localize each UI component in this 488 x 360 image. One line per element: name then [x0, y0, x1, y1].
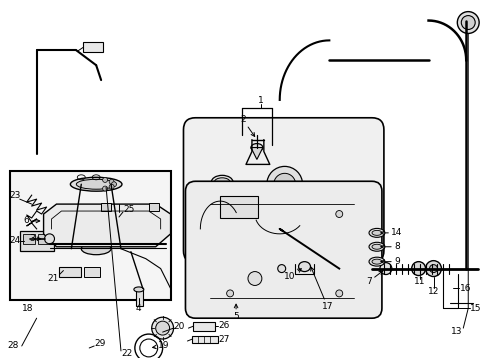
- Ellipse shape: [371, 244, 381, 249]
- FancyBboxPatch shape: [185, 181, 381, 318]
- Circle shape: [44, 234, 54, 244]
- Circle shape: [155, 321, 169, 335]
- Ellipse shape: [298, 262, 310, 271]
- Circle shape: [425, 261, 441, 276]
- Bar: [64, 217, 93, 239]
- Circle shape: [109, 179, 114, 184]
- Text: 23: 23: [10, 191, 21, 200]
- Text: 19: 19: [152, 342, 169, 351]
- Ellipse shape: [368, 242, 384, 251]
- Circle shape: [335, 211, 342, 217]
- Text: 8: 8: [380, 242, 399, 251]
- Text: 2: 2: [240, 115, 254, 136]
- Text: 3: 3: [29, 234, 41, 243]
- Text: 5: 5: [233, 304, 239, 321]
- Bar: [220, 196, 257, 218]
- Ellipse shape: [214, 178, 230, 187]
- Text: 18: 18: [21, 304, 33, 313]
- Circle shape: [277, 265, 285, 273]
- Text: 6: 6: [24, 216, 40, 225]
- Ellipse shape: [134, 287, 143, 292]
- Circle shape: [428, 265, 437, 273]
- Text: 29: 29: [94, 339, 105, 348]
- Text: 15: 15: [469, 304, 481, 313]
- Ellipse shape: [250, 144, 263, 152]
- Text: 21: 21: [48, 274, 59, 283]
- Circle shape: [273, 173, 295, 195]
- Bar: [193, 322, 215, 331]
- Text: 9: 9: [380, 257, 399, 266]
- Circle shape: [460, 15, 474, 30]
- Bar: [148, 203, 158, 211]
- Bar: [84, 267, 100, 276]
- Circle shape: [102, 186, 107, 191]
- Bar: [10, 171, 170, 300]
- Ellipse shape: [81, 243, 111, 255]
- Ellipse shape: [371, 230, 381, 235]
- Bar: [61, 214, 96, 242]
- Text: 12: 12: [427, 287, 438, 296]
- Ellipse shape: [371, 259, 381, 264]
- Text: 17: 17: [310, 267, 332, 311]
- Circle shape: [111, 182, 116, 187]
- Text: 10: 10: [284, 269, 301, 281]
- Ellipse shape: [76, 179, 116, 189]
- Text: 20: 20: [173, 321, 184, 330]
- Circle shape: [411, 262, 425, 275]
- Text: 28: 28: [7, 342, 18, 351]
- Circle shape: [109, 184, 114, 189]
- Circle shape: [379, 263, 391, 275]
- Bar: [23, 234, 35, 244]
- Text: 14: 14: [380, 228, 402, 237]
- Circle shape: [226, 211, 233, 217]
- Text: 7: 7: [366, 271, 382, 286]
- Bar: [60, 267, 81, 276]
- Circle shape: [456, 12, 478, 33]
- Text: 25: 25: [122, 204, 134, 213]
- Bar: [192, 336, 218, 343]
- Polygon shape: [250, 148, 263, 159]
- Text: 26: 26: [218, 321, 229, 330]
- Circle shape: [151, 317, 173, 339]
- Polygon shape: [43, 204, 170, 247]
- Text: 24: 24: [10, 236, 21, 245]
- Ellipse shape: [211, 175, 233, 189]
- Text: 11: 11: [413, 277, 425, 286]
- Ellipse shape: [368, 228, 384, 237]
- Circle shape: [114, 212, 123, 222]
- Bar: [83, 42, 103, 52]
- Circle shape: [242, 219, 257, 235]
- Ellipse shape: [70, 177, 122, 191]
- FancyBboxPatch shape: [183, 118, 383, 263]
- Circle shape: [226, 290, 233, 297]
- Ellipse shape: [368, 257, 384, 266]
- Bar: [38, 234, 49, 244]
- Text: 16: 16: [459, 284, 471, 293]
- Bar: [20, 231, 54, 251]
- Bar: [101, 203, 111, 211]
- Circle shape: [102, 177, 107, 183]
- Text: 13: 13: [449, 327, 461, 336]
- Circle shape: [247, 271, 262, 285]
- Text: 22: 22: [121, 350, 132, 359]
- Text: 4: 4: [136, 304, 142, 313]
- Text: 1: 1: [258, 96, 263, 105]
- Circle shape: [266, 166, 302, 202]
- Text: 27: 27: [218, 334, 229, 343]
- Circle shape: [335, 290, 342, 297]
- Bar: [136, 288, 142, 306]
